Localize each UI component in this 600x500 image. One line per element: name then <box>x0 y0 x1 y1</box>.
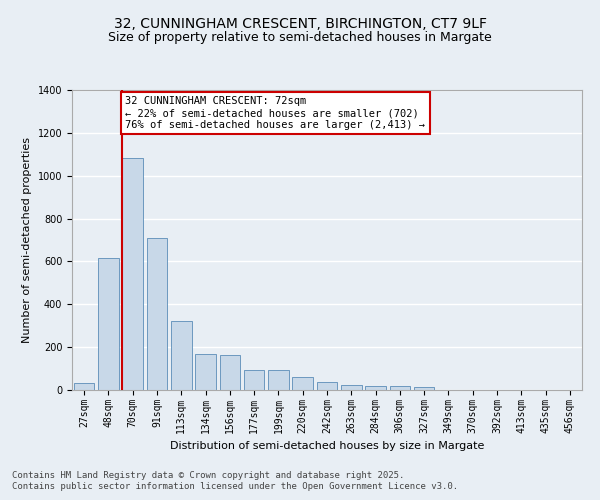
Bar <box>365 386 386 390</box>
Bar <box>389 386 410 390</box>
Bar <box>220 354 240 390</box>
Bar <box>317 382 337 390</box>
Text: 32, CUNNINGHAM CRESCENT, BIRCHINGTON, CT7 9LF: 32, CUNNINGHAM CRESCENT, BIRCHINGTON, CT… <box>113 18 487 32</box>
Text: Size of property relative to semi-detached houses in Margate: Size of property relative to semi-detach… <box>108 31 492 44</box>
Bar <box>146 238 167 390</box>
Bar <box>414 388 434 390</box>
Bar <box>268 370 289 390</box>
Bar <box>74 382 94 390</box>
Text: 32 CUNNINGHAM CRESCENT: 72sqm
← 22% of semi-detached houses are smaller (702)
76: 32 CUNNINGHAM CRESCENT: 72sqm ← 22% of s… <box>125 96 425 130</box>
X-axis label: Distribution of semi-detached houses by size in Margate: Distribution of semi-detached houses by … <box>170 441 484 451</box>
Bar <box>195 354 216 390</box>
Y-axis label: Number of semi-detached properties: Number of semi-detached properties <box>22 137 32 343</box>
Text: Contains public sector information licensed under the Open Government Licence v3: Contains public sector information licen… <box>12 482 458 491</box>
Bar <box>341 386 362 390</box>
Text: Contains HM Land Registry data © Crown copyright and database right 2025.: Contains HM Land Registry data © Crown c… <box>12 471 404 480</box>
Bar <box>292 377 313 390</box>
Bar <box>171 322 191 390</box>
Bar <box>98 258 119 390</box>
Bar <box>122 158 143 390</box>
Bar <box>244 370 265 390</box>
